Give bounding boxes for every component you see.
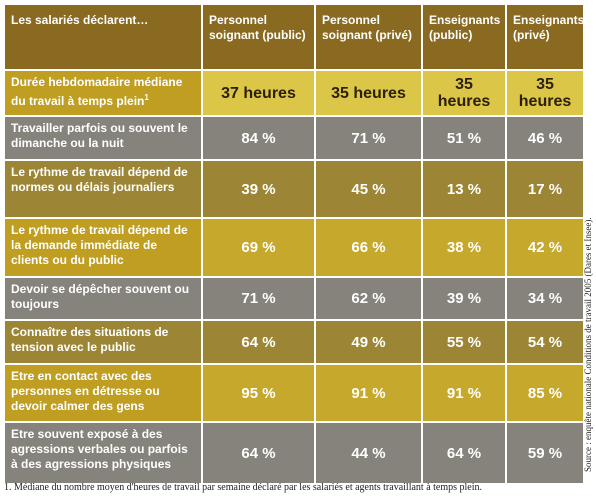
cell-value: 66 % bbox=[316, 219, 421, 276]
cell-value: 91 % bbox=[423, 365, 505, 421]
cell-value: 39 % bbox=[203, 161, 314, 217]
table-row: Devoir se dépêcher souvent ou toujours 71… bbox=[5, 278, 583, 319]
cell-value: 35 heures bbox=[316, 71, 421, 115]
cell-value: 34 % bbox=[507, 278, 583, 319]
cell-value: 54 % bbox=[507, 321, 583, 363]
cell-value: 64 % bbox=[423, 423, 505, 483]
row-label: Le rythme de travail dépend de la demand… bbox=[5, 219, 201, 276]
cell-value: 44 % bbox=[316, 423, 421, 483]
footnote-ref: 1 bbox=[144, 93, 149, 102]
cell-value: 55 % bbox=[423, 321, 505, 363]
cell-value: 49 % bbox=[316, 321, 421, 363]
row-label: Durée hebdomadaire médiane du travail à … bbox=[5, 71, 201, 115]
table-row: Etre souvent exposé à des agressions ver… bbox=[5, 423, 583, 483]
table-row: Le rythme de travail dépend de normes ou… bbox=[5, 161, 583, 217]
cell-value: 64 % bbox=[203, 423, 314, 483]
cell-value: 64 % bbox=[203, 321, 314, 363]
column-header: Enseignants (privé) bbox=[507, 5, 584, 69]
column-header: Personnel soignant (privé) bbox=[316, 5, 421, 69]
row-label: Etre souvent exposé à des agressions ver… bbox=[5, 423, 201, 483]
cell-value: 62 % bbox=[316, 278, 421, 319]
row-label: Le rythme de travail dépend de normes ou… bbox=[5, 161, 201, 217]
cell-value: 46 % bbox=[507, 117, 583, 159]
cell-value: 39 % bbox=[423, 278, 505, 319]
cell-value: 59 % bbox=[507, 423, 583, 483]
table-row: Connaître des situations de tension avec… bbox=[5, 321, 583, 363]
cell-value: 13 % bbox=[423, 161, 505, 217]
source: Source : enquête nationale Conditions de… bbox=[583, 217, 593, 472]
cell-value: 69 % bbox=[203, 219, 314, 276]
table-row: Travailler parfois ou souvent le dimanch… bbox=[5, 117, 583, 159]
header-row: Les salariés déclarent… Personnel soignan… bbox=[5, 5, 584, 69]
cell-value: 38 % bbox=[423, 219, 505, 276]
cell-value: 71 % bbox=[316, 117, 421, 159]
row-label: Connaître des situations de tension avec… bbox=[5, 321, 201, 363]
column-header: Enseignants (public) bbox=[423, 5, 505, 69]
cell-value: 35 heures bbox=[507, 71, 583, 115]
cell-value: 85 % bbox=[507, 365, 583, 421]
cell-value: 42 % bbox=[507, 219, 583, 276]
table-row: Le rythme de travail dépend de la demand… bbox=[5, 219, 583, 276]
row-label: Devoir se dépêcher souvent ou toujours bbox=[5, 278, 201, 319]
table-row: Etre en contact avec des personnes en dé… bbox=[5, 365, 583, 421]
row-label: Travailler parfois ou souvent le dimanch… bbox=[5, 117, 201, 159]
table-row: Durée hebdomadaire médiane du travail à … bbox=[5, 71, 583, 115]
cell-value: 37 heures bbox=[203, 71, 314, 115]
cell-value: 45 % bbox=[316, 161, 421, 217]
cell-value: 51 % bbox=[423, 117, 505, 159]
column-header: Personnel soignant (public) bbox=[203, 5, 314, 69]
cell-value: 91 % bbox=[316, 365, 421, 421]
footnote: 1. Médiane du nombre moyen d'heures de t… bbox=[4, 482, 483, 493]
column-header: Les salariés déclarent… bbox=[5, 5, 201, 69]
cell-value: 35 heures bbox=[423, 71, 505, 115]
cell-value: 95 % bbox=[203, 365, 314, 421]
cell-value: 84 % bbox=[203, 117, 314, 159]
row-label: Etre en contact avec des personnes en dé… bbox=[5, 365, 201, 421]
data-table: Les salariés déclarent… Personnel soignan… bbox=[3, 3, 585, 485]
cell-value: 71 % bbox=[203, 278, 314, 319]
cell-value: 17 % bbox=[507, 161, 583, 217]
